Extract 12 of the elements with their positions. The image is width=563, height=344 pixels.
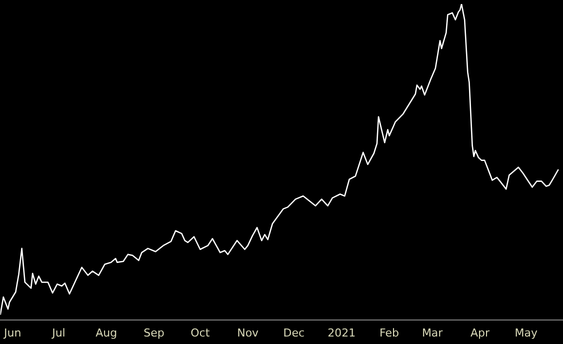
x-tick-label: Nov [237, 326, 260, 340]
x-tick-label: Mar [422, 326, 444, 340]
x-tick-label: May [514, 326, 538, 340]
x-tick-label: Sep [144, 326, 164, 340]
x-tick-label: Jul [51, 326, 66, 340]
x-tick-label: Feb [380, 326, 400, 340]
x-tick-label: Aug [96, 326, 118, 340]
x-tick-label: Dec [283, 326, 305, 340]
x-tick-label: 2021 [328, 326, 356, 340]
x-tick-label: Oct [190, 326, 210, 340]
x-tick-label: Jun [3, 326, 22, 340]
x-tick-label: Apr [470, 326, 490, 340]
